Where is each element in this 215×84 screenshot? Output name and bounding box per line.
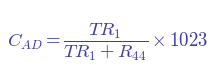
Text: $C_{AD} = \dfrac{TR_1}{TR_1 + R_{44}} \times 1023$: $C_{AD} = \dfrac{TR_1}{TR_1 + R_{44}} \t…: [7, 21, 208, 63]
